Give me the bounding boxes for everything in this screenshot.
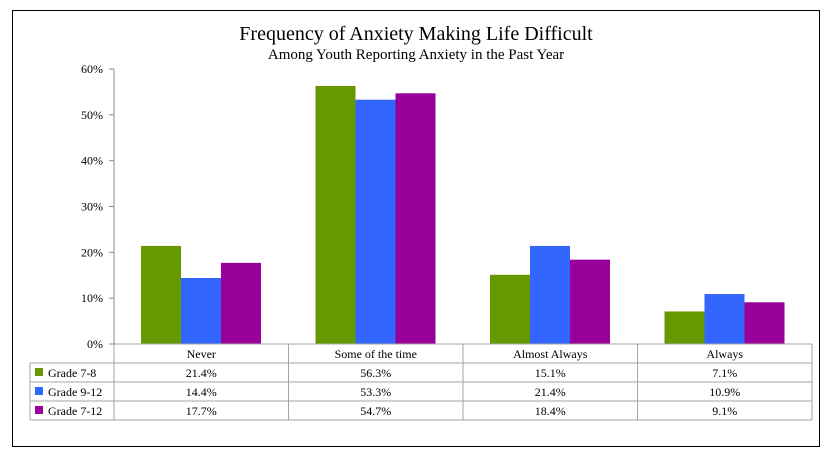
table-cell-value: 9.1% [712,404,737,418]
legend-key [35,387,43,395]
category-label: Always [706,347,743,361]
chart-frame [12,10,820,447]
series-label: Grade 9-12 [48,385,102,399]
chart-subtitle: Among Youth Reporting Anxiety in the Pas… [267,47,565,63]
legend-key [35,406,43,414]
y-tick-label: 10% [81,291,103,305]
table-cell-value: 18.4% [535,404,566,418]
bar [141,245,181,344]
table-cell-value: 21.4% [186,366,217,380]
bar [315,85,356,344]
title-block: Frequency of Anxiety Making Life Difficu… [12,22,820,64]
table-cell-value: 53.3% [360,385,391,399]
chart-title: Frequency of Anxiety Making Life Difficu… [239,23,593,45]
category-label: Almost Always [513,347,588,361]
table-cell-value: 54.7% [360,404,391,418]
y-tick-label: 60% [81,62,103,76]
legend-key [35,368,43,376]
table-cell-value: 17.7% [186,404,217,418]
bar [530,245,570,344]
table-cell-value: 21.4% [535,385,566,399]
y-tick-label: 50% [81,108,103,122]
series-label: Grade 7-8 [48,366,96,380]
table-cell-value: 10.9% [709,385,740,399]
bar [570,259,610,344]
y-tick-label: 20% [81,245,103,259]
bar [490,274,530,344]
bar [744,302,785,344]
y-tick-label: 30% [81,200,103,214]
bar [181,278,221,344]
table-cell-value: 15.1% [535,366,566,380]
y-tick-label: 0% [87,337,103,351]
bar [704,294,745,344]
category-label: Some of the time [335,347,417,361]
bar [664,311,705,344]
table-cell-value: 7.1% [712,366,737,380]
y-tick-label: 40% [81,154,103,168]
series-label: Grade 7-12 [48,404,102,418]
bar [395,93,436,345]
bar [355,99,396,344]
table-cell-value: 56.3% [360,366,391,380]
bar [221,262,261,344]
category-label: Never [187,347,216,361]
table-cell-value: 14.4% [186,385,217,399]
